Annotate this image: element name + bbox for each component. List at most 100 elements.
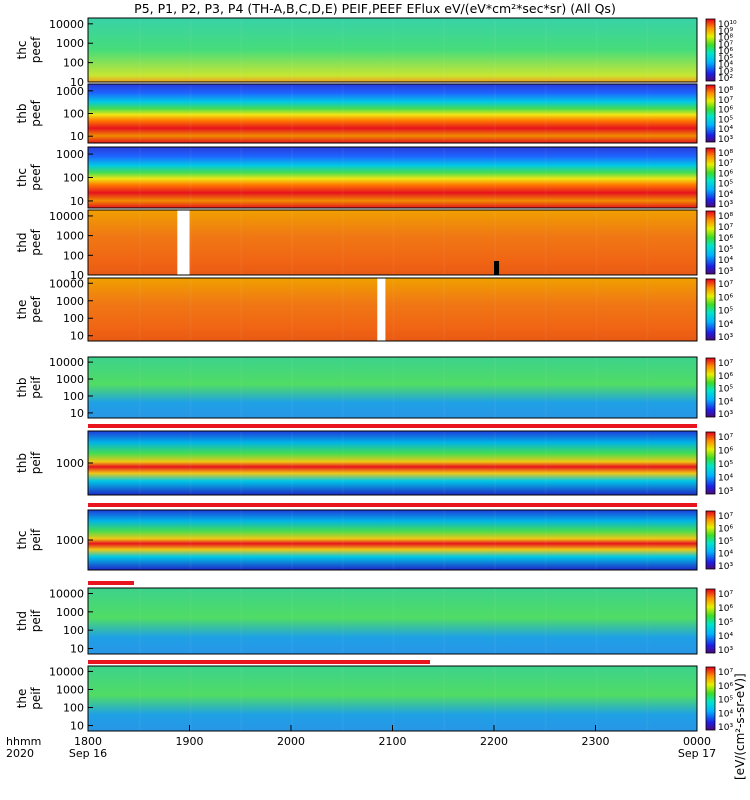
texture-column bbox=[138, 147, 141, 208]
texture-column bbox=[544, 210, 547, 275]
texture-column bbox=[443, 431, 446, 495]
texture-column bbox=[595, 278, 598, 341]
figure-title: P5, P1, P2, P3, P4 (TH-A,B,C,D,E) PEIF,P… bbox=[134, 1, 616, 16]
texture-column bbox=[443, 18, 446, 82]
texture-column bbox=[443, 147, 446, 208]
colorbar-tick-label: 10⁵ bbox=[718, 307, 733, 317]
colorbar-tick-label: 10⁷ bbox=[718, 512, 733, 522]
colorbar-tick-label: 10⁵ bbox=[718, 696, 733, 706]
texture-column bbox=[544, 666, 547, 731]
texture-column bbox=[392, 210, 395, 275]
y-tick-label: 100 bbox=[63, 312, 84, 325]
dark-patch bbox=[494, 261, 500, 275]
texture-column bbox=[88, 18, 90, 82]
texture-column bbox=[646, 278, 649, 341]
texture-column bbox=[544, 18, 547, 82]
colorbar-tick-label: 10⁵ bbox=[718, 537, 733, 547]
texture-column bbox=[240, 510, 243, 570]
texture-column bbox=[88, 357, 90, 418]
colorbar-tick-label: 10⁶ bbox=[718, 525, 733, 535]
texture-column bbox=[240, 431, 243, 495]
y-tick-label: 100 bbox=[63, 172, 84, 185]
panel-thd-peif: 10000 1000 100 10 thd peif 10⁷ 10⁶ 10⁵ 10⁴ 10³ bbox=[15, 587, 733, 656]
texture-column bbox=[341, 18, 344, 82]
texture-column bbox=[646, 357, 649, 418]
colorbar-tick-label: 10⁵ bbox=[718, 115, 733, 125]
texture-column bbox=[544, 588, 547, 654]
colorbar-tick-label: 10⁴ bbox=[718, 61, 733, 71]
texture-column bbox=[341, 357, 344, 418]
texture-column bbox=[646, 510, 649, 570]
colorbar-tick-label: 10¹⁰ bbox=[718, 20, 737, 30]
texture-column bbox=[392, 431, 395, 495]
texture-column bbox=[595, 147, 598, 208]
colorbar-tick-label: 10⁶ bbox=[718, 447, 733, 457]
colorbar-tick-label: 10³ bbox=[718, 646, 733, 656]
texture-column bbox=[544, 147, 547, 208]
colorbar-tick-label: 10⁷ bbox=[718, 223, 733, 233]
y-tick-label: 100 bbox=[63, 624, 84, 637]
texture-column bbox=[494, 666, 496, 731]
texture-column bbox=[392, 278, 395, 341]
colorbar-tick-label: 10⁶ bbox=[718, 47, 733, 57]
texture-column bbox=[341, 210, 344, 275]
texture-column bbox=[88, 210, 90, 275]
texture-column bbox=[291, 666, 293, 731]
texture-column bbox=[443, 84, 446, 143]
spectrogram-image bbox=[88, 84, 697, 143]
panel-thb-peif: 10000 1000 100 10 thb peif 10⁷ 10⁶ 10⁵ 10⁴ 10³ bbox=[15, 356, 733, 420]
texture-column bbox=[291, 18, 293, 82]
texture-column bbox=[544, 510, 547, 570]
colorbar-tick-label: 10⁷ bbox=[718, 96, 733, 106]
colorbar bbox=[705, 666, 716, 731]
texture-column bbox=[189, 278, 192, 341]
colorbar-tick-label: 10³ bbox=[718, 333, 733, 343]
y-tick-label: 100 bbox=[63, 249, 84, 262]
panel-probe-label: the bbox=[15, 689, 29, 709]
texture-column bbox=[392, 510, 395, 570]
data-gap bbox=[177, 210, 190, 275]
texture-column bbox=[291, 210, 293, 275]
texture-column bbox=[494, 588, 496, 654]
texture-column bbox=[291, 147, 293, 208]
texture-column bbox=[341, 84, 344, 143]
y-tick-label: 10 bbox=[70, 642, 84, 655]
panel-probe-label: thb bbox=[15, 378, 29, 398]
colorbar bbox=[705, 18, 716, 82]
y-tick-label: 10 bbox=[70, 195, 84, 208]
texture-column bbox=[646, 210, 649, 275]
texture-column bbox=[240, 18, 243, 82]
texture-column bbox=[544, 278, 547, 341]
colorbar bbox=[705, 84, 716, 143]
colorbar-tick-label: 10⁴ bbox=[718, 320, 733, 330]
texture-column bbox=[291, 84, 293, 143]
colorbar-tick-label: 10⁷ bbox=[718, 590, 733, 600]
colorbar-label: [eV/(cm²-s-sr-eV)] bbox=[733, 673, 747, 780]
y-tick-label: 1000 bbox=[56, 373, 84, 386]
y-tick-label: 10000 bbox=[49, 356, 84, 369]
texture-column bbox=[392, 147, 395, 208]
colorbar-tick-label: 10⁵ bbox=[718, 245, 733, 255]
y-tick-label: 1000 bbox=[56, 295, 84, 308]
texture-column bbox=[138, 357, 141, 418]
y-tick-label: 10 bbox=[70, 269, 84, 282]
panel-product-label: peef bbox=[29, 99, 43, 126]
texture-column bbox=[291, 278, 293, 341]
panel-thc-peif: 1000 thc peif 10⁷ 10⁶ 10⁵ 10⁴ 10³ bbox=[15, 509, 733, 572]
texture-column bbox=[595, 84, 598, 143]
colorbar bbox=[705, 510, 716, 570]
y-tick-label: 10000 bbox=[49, 210, 84, 223]
texture-column bbox=[595, 210, 598, 275]
colorbar-tick-label: 10⁶ bbox=[718, 106, 733, 116]
colorbar bbox=[705, 431, 716, 495]
status-bar bbox=[88, 503, 697, 507]
spectrogram-image bbox=[88, 431, 697, 495]
panel-product-label: peif bbox=[29, 451, 43, 474]
texture-column bbox=[291, 357, 293, 418]
texture-column bbox=[240, 666, 243, 731]
y-tick-label: 10 bbox=[70, 407, 84, 420]
colorbar-tick-label: 10² bbox=[718, 74, 733, 84]
texture-column bbox=[443, 588, 446, 654]
colorbar-tick-label: 10⁸ bbox=[718, 149, 733, 159]
